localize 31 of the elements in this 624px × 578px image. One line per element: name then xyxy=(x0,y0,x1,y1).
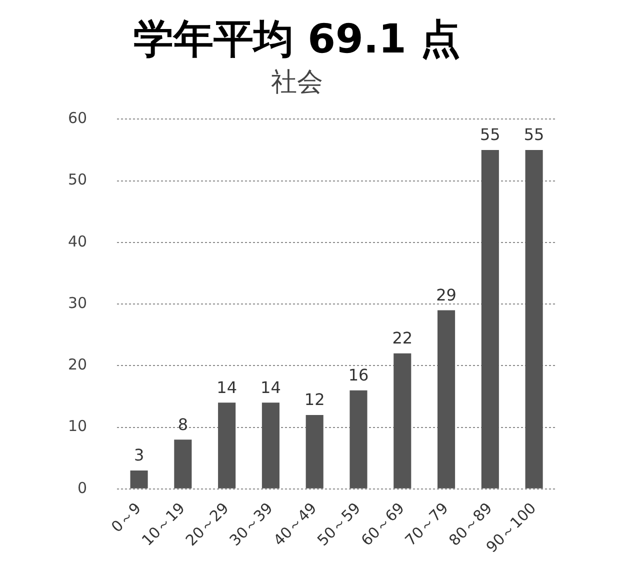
bar xyxy=(437,310,456,488)
bar xyxy=(481,150,499,488)
data-label: 55 xyxy=(480,125,500,144)
bar xyxy=(394,353,412,488)
chart-subtitle: 社会 xyxy=(271,67,323,98)
bar xyxy=(525,150,543,488)
chart-title: 学年平均 69.1 点 xyxy=(134,16,460,62)
data-label: 14 xyxy=(260,378,281,397)
data-label: 16 xyxy=(348,365,369,384)
y-tick-label: 0 xyxy=(78,478,88,497)
x-tick-label: 30～39 xyxy=(226,499,276,550)
data-label: 55 xyxy=(524,125,544,144)
data-label: 22 xyxy=(392,328,413,348)
y-tick-label: 40 xyxy=(68,232,88,250)
bar xyxy=(174,440,192,488)
y-tick-label: 10 xyxy=(68,417,88,436)
data-label: 8 xyxy=(178,414,188,434)
bar xyxy=(262,402,280,488)
y-tick-label: 20 xyxy=(68,356,88,374)
data-label: 12 xyxy=(304,390,325,410)
x-tick-label: 0～9 xyxy=(108,499,145,536)
bar xyxy=(130,470,148,488)
bar xyxy=(218,402,236,488)
bar xyxy=(306,414,324,488)
data-label: 14 xyxy=(216,378,237,397)
y-tick-label: 60 xyxy=(68,109,88,128)
data-label: 29 xyxy=(436,285,456,304)
y-tick-label: 50 xyxy=(68,170,88,189)
y-tick-label: 30 xyxy=(68,294,88,312)
data-label: 3 xyxy=(134,446,144,465)
bar xyxy=(350,390,368,488)
